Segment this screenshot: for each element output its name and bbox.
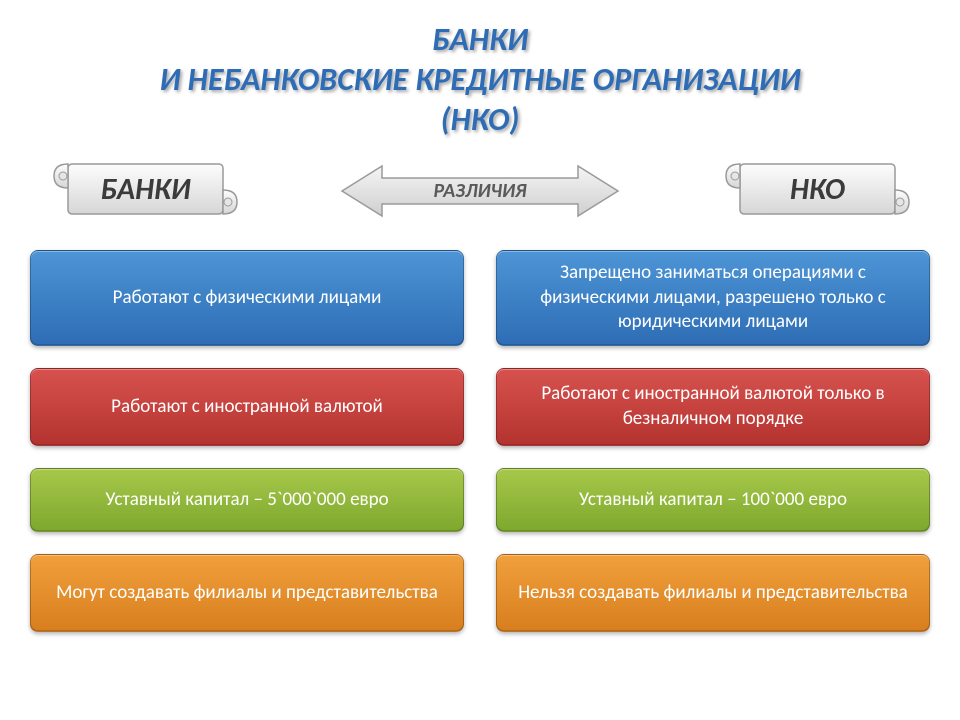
cell-row4-left: Могут создавать филиалы и представительс…: [30, 554, 464, 632]
cell-row1-left: Работают с физическими лицами: [30, 250, 464, 346]
title-line-3: (НКО): [0, 100, 960, 140]
cell-row3-left: Уставный капитал – 5`000`000 евро: [30, 468, 464, 532]
banks-label: БАНКИ: [101, 171, 191, 208]
cell-text: Работают с иностранной валютой только в …: [515, 382, 911, 431]
cell-text: Запрещено заниматься операциями с физиче…: [515, 261, 911, 335]
nko-label: НКО: [790, 171, 845, 208]
cell-row1-right: Запрещено заниматься операциями с физиче…: [496, 250, 930, 346]
cell-text: Могут создавать филиалы и представительс…: [56, 581, 438, 606]
cell-text: Нельзя создавать филиалы и представитель…: [518, 581, 908, 606]
scroll-banks: БАНКИ: [48, 158, 243, 220]
cell-row4-right: Нельзя создавать филиалы и представитель…: [496, 554, 930, 632]
title-line-2: И НЕБАНКОВСКИЕ КРЕДИТНЫЕ ОРГАНИЗАЦИИ: [0, 60, 960, 100]
cell-text: Уставный капитал – 5`000`000 евро: [105, 488, 388, 513]
cell-text: Работают с иностранной валютой: [111, 395, 383, 420]
title-line-1: БАНКИ: [0, 20, 960, 60]
differences-label: РАЗЛИЧИЯ: [340, 164, 620, 218]
comparison-grid: Работают с физическими лицами Запрещено з…: [0, 250, 960, 652]
header-row: БАНКИ НКО РАЗЛИЧИЯ: [0, 148, 960, 248]
scroll-nko: НКО: [720, 158, 915, 220]
page-title: БАНКИ И НЕБАНКОВСКИЕ КРЕДИТНЫЕ ОРГАНИЗАЦ…: [0, 0, 960, 140]
cell-row2-right: Работают с иностранной валютой только в …: [496, 368, 930, 446]
differences-arrow: РАЗЛИЧИЯ: [340, 164, 620, 218]
cell-text: Уставный капитал – 100`000 евро: [579, 488, 847, 513]
cell-row3-right: Уставный капитал – 100`000 евро: [496, 468, 930, 532]
cell-text: Работают с физическими лицами: [113, 286, 382, 311]
cell-row2-left: Работают с иностранной валютой: [30, 368, 464, 446]
